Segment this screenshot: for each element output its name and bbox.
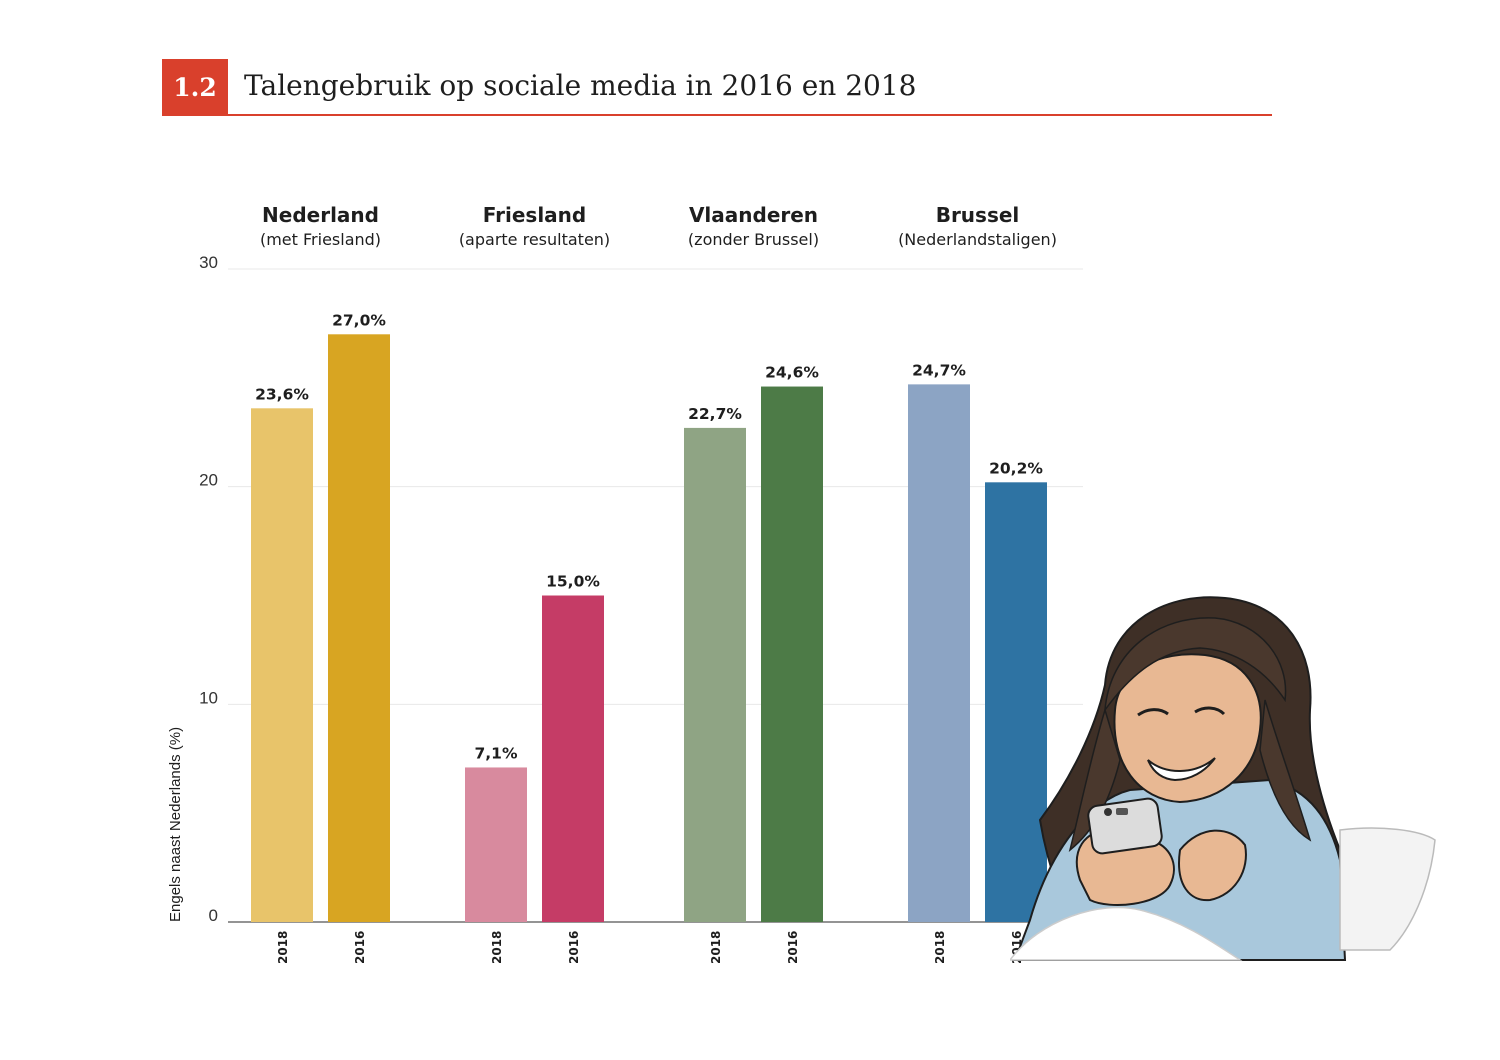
bar-value-label: 22,7% — [688, 405, 742, 423]
bar-value-label: 24,7% — [912, 361, 966, 379]
x-tick-label: 2016 — [353, 931, 367, 964]
y-tick-label: 0 — [209, 906, 218, 925]
group-title: Nederland — [262, 203, 379, 227]
bar — [251, 408, 313, 923]
x-tick-label: 2016 — [567, 931, 581, 964]
x-tick-label: 2016 — [786, 931, 800, 964]
group-subtitle: (Nederlandstaligen) — [898, 230, 1057, 249]
chart-title: Talengebruik op sociale media in 2016 en… — [244, 69, 917, 102]
x-tick-label: 2018 — [709, 931, 723, 964]
group-title: Brussel — [936, 203, 1020, 227]
group-subtitle: (zonder Brussel) — [688, 230, 819, 249]
group-subtitle: (aparte resultaten) — [459, 230, 610, 249]
bar — [684, 427, 746, 922]
header-rule — [162, 114, 1272, 116]
x-tick-label: 2018 — [933, 931, 947, 964]
bar-value-label: 23,6% — [255, 385, 309, 403]
x-tick-label: 2018 — [276, 931, 290, 964]
group-title: Friesland — [483, 203, 586, 227]
bar — [542, 595, 604, 922]
y-tick-label: 20 — [199, 471, 218, 490]
girl-with-phone-illustration — [1010, 596, 1436, 961]
figure-number: 1.2 — [162, 59, 228, 116]
group-subtitle: (met Friesland) — [260, 230, 381, 249]
bar-value-label: 24,6% — [765, 364, 819, 382]
bar — [465, 767, 527, 922]
x-tick-label: 2018 — [490, 931, 504, 964]
bar — [908, 384, 970, 922]
bar — [761, 386, 823, 922]
bar-value-label: 7,1% — [475, 744, 518, 762]
bar-value-label: 15,0% — [546, 573, 600, 591]
bar — [985, 482, 1047, 922]
y-tick-label: 30 — [199, 253, 218, 272]
group-title: Vlaanderen — [689, 203, 818, 227]
chart-header: 1.2 Talengebruik op sociale media in 201… — [162, 59, 1272, 116]
bar — [328, 334, 390, 922]
bar-value-label: 27,0% — [332, 311, 386, 329]
y-axis-label: Engels naast Nederlands (%) — [167, 727, 184, 922]
y-tick-label: 10 — [199, 688, 218, 707]
bar-value-label: 20,2% — [989, 459, 1043, 477]
